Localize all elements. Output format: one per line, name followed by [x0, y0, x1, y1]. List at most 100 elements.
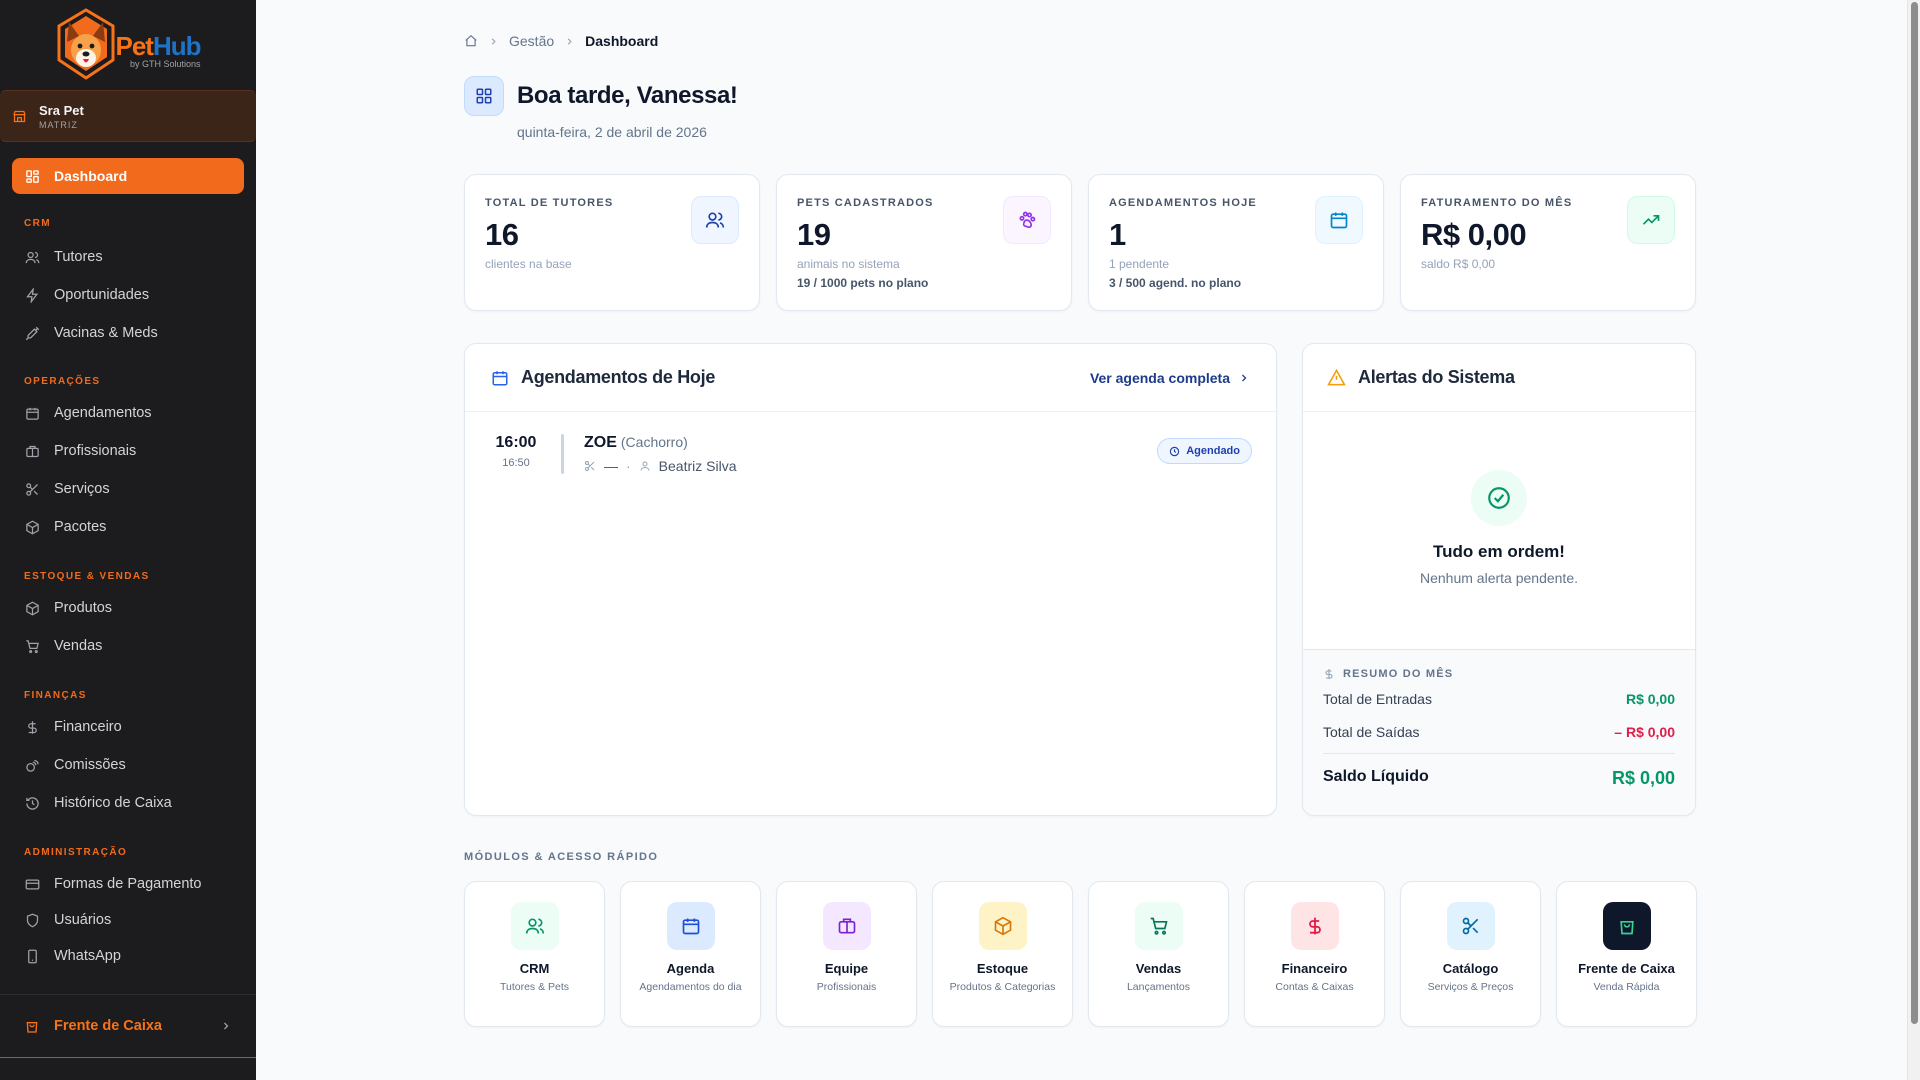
nav-section-title: CRM — [24, 218, 51, 229]
module-financeiro[interactable]: Financeiro Contas & Caixas — [1244, 881, 1385, 1027]
briefcase-icon — [26, 445, 39, 457]
module-icon-box — [822, 902, 871, 950]
module-vendas[interactable]: Vendas Lançamentos — [1088, 881, 1229, 1027]
dollar-icon — [1308, 917, 1321, 935]
module-icon-box — [1602, 902, 1651, 950]
scissors-icon — [1462, 917, 1478, 935]
sidebar: PetHub by GTH Solutions Sra Pet MATRIZ D… — [0, 0, 256, 1080]
module-equipe[interactable]: Equipe Profissionais — [776, 881, 917, 1027]
users-icon — [525, 918, 544, 934]
main-content: Gestão Dashboard Boa tarde, Vanessa! qui… — [256, 0, 1920, 1080]
sidebar-item-profissionais[interactable]: Profissionais — [0, 432, 256, 470]
scrollbar-thumb[interactable] — [1911, 2, 1918, 1024]
package-icon — [994, 916, 1011, 936]
grid-icon — [26, 169, 39, 183]
brand-name: PetHub — [115, 31, 201, 61]
credit-card-icon — [25, 879, 40, 889]
unit-name: Sra Pet — [39, 102, 84, 118]
view-full-schedule-link[interactable]: Ver agenda completa — [1090, 370, 1250, 386]
summary-row-income: Total de Entradas R$ 0,00 — [1323, 691, 1675, 707]
stat-card-faturamento[interactable]: FATURAMENTO DO MÊS R$ 0,00 saldo R$ 0,00 — [1400, 174, 1696, 311]
breadcrumb-current: Dashboard — [585, 33, 659, 49]
appointment-row[interactable]: 16:00 16:50 ZOE (Cachorro) — · Beatriz Si… — [465, 412, 1276, 496]
sidebar-item-label: Dashboard — [54, 168, 128, 184]
sidebar-item-usuarios[interactable]: Usuários — [0, 902, 256, 938]
appointments-title: Agendamentos de Hoje — [521, 367, 716, 387]
appointment-pet: ZOE (Cachorro) — [584, 434, 688, 451]
module-frente-caixa[interactable]: Frente de Caixa Venda Rápida — [1556, 881, 1697, 1027]
users-icon — [25, 251, 40, 263]
stat-sub: clientes na base — [485, 257, 572, 271]
module-crm[interactable]: CRM Tutores & Pets — [464, 881, 605, 1027]
user-icon — [640, 461, 650, 471]
briefcase-icon — [838, 918, 855, 934]
expense-value: – R$ 0,00 — [1614, 724, 1675, 740]
frente-caixa-label: Frente de Caixa — [54, 1018, 162, 1034]
sidebar-item-whatsapp[interactable]: WhatsApp — [0, 938, 256, 974]
alerts-card: Alertas do Sistema Tudo em ordem! Nenhum… — [1302, 343, 1696, 816]
stat-card-tutores[interactable]: TOTAL DE TUTORES 16 clientes na base — [464, 174, 760, 311]
calendar-icon — [26, 407, 39, 420]
nav-section-title: FINANÇAS — [24, 690, 87, 701]
sidebar-item-dashboard[interactable]: Dashboard — [12, 158, 244, 194]
sidebar-item-vendas[interactable]: Vendas — [0, 627, 256, 665]
brand-logo[interactable]: PetHub by GTH Solutions — [0, 0, 256, 88]
sidebar-item-vacinas[interactable]: Vacinas & Meds — [0, 314, 256, 352]
breadcrumb-gestao[interactable]: Gestão — [509, 33, 555, 49]
chevron-right-icon — [224, 1022, 229, 1030]
summary-row-net: Saldo Líquido R$ 0,00 — [1323, 753, 1675, 789]
shopping-bag-icon — [26, 1022, 38, 1033]
calendar-icon — [1330, 212, 1348, 229]
syringe-icon — [25, 326, 40, 340]
clock-icon — [1170, 446, 1180, 456]
cart-icon — [1150, 917, 1168, 935]
stat-label: FATURAMENTO DO MÊS — [1421, 197, 1573, 209]
income-value: R$ 0,00 — [1625, 691, 1675, 707]
module-icon-box — [666, 902, 715, 950]
summary-heading: RESUMO DO MÊS — [1323, 668, 1675, 680]
dollar-icon — [28, 720, 37, 734]
status-badge: Agendado — [1157, 438, 1252, 464]
dollar-icon — [1325, 669, 1333, 679]
stat-extra: 19 / 1000 pets no plano — [797, 276, 929, 290]
zap-icon — [26, 287, 39, 303]
page-scrollbar[interactable] — [1907, 0, 1920, 1080]
breadcrumb: Gestão Dashboard — [464, 33, 658, 49]
appointment-end: 16:50 — [502, 457, 530, 469]
net-value: R$ 0,00 — [1611, 768, 1675, 788]
sidebar-item-produtos[interactable]: Produtos — [0, 589, 256, 627]
chevron-right-icon — [567, 37, 572, 45]
nav-section-title: ADMINISTRAÇÃO — [24, 847, 128, 858]
sidebar-item-oportunidades[interactable]: Oportunidades — [0, 276, 256, 314]
scissors-icon — [26, 482, 38, 496]
stat-sub: animais no sistema — [797, 257, 900, 271]
sidebar-item-agendamentos[interactable]: Agendamentos — [0, 394, 256, 432]
stat-card-agendamentos[interactable]: AGENDAMENTOS HOJE 1 1 pendente 3 / 500 a… — [1088, 174, 1384, 311]
sidebar-item-servicos[interactable]: Serviços — [0, 470, 256, 508]
module-catalogo[interactable]: Catálogo Serviços & Preços — [1400, 881, 1541, 1027]
stat-card-pets[interactable]: PETS CADASTRADOS 19 animais no sistema 1… — [776, 174, 1072, 311]
sidebar-frente-caixa-button[interactable]: Frente de Caixa — [0, 994, 256, 1058]
package-icon — [26, 520, 39, 534]
unit-selector[interactable]: Sra Pet MATRIZ — [0, 90, 256, 142]
stat-extra: 3 / 500 agend. no plano — [1109, 276, 1242, 290]
cart-icon — [26, 639, 39, 653]
module-icon-box — [510, 902, 559, 950]
sidebar-item-comissoes[interactable]: Comissões — [0, 746, 256, 784]
sidebar-item-formas-pagamento[interactable]: Formas de Pagamento — [0, 866, 256, 902]
appointment-species: (Cachorro) — [620, 434, 688, 450]
sidebar-item-pacotes[interactable]: Pacotes — [0, 508, 256, 546]
module-agenda[interactable]: Agenda Agendamentos do dia — [620, 881, 761, 1027]
store-icon — [13, 110, 26, 122]
page-date: quinta-feira, 2 de abril de 2026 — [517, 124, 707, 140]
sidebar-item-historico-caixa[interactable]: Histórico de Caixa — [0, 784, 256, 822]
appointment-separator: · — [626, 458, 631, 474]
module-estoque[interactable]: Estoque Produtos & Categorias — [932, 881, 1073, 1027]
module-icon-box — [1446, 902, 1495, 950]
page-title: Boa tarde, Vanessa! — [517, 82, 738, 109]
users-icon — [705, 212, 725, 228]
home-icon[interactable] — [464, 34, 478, 48]
check-circle-icon — [1488, 487, 1510, 509]
sidebar-item-tutores[interactable]: Tutores — [0, 238, 256, 276]
sidebar-item-financeiro[interactable]: Financeiro — [0, 708, 256, 746]
